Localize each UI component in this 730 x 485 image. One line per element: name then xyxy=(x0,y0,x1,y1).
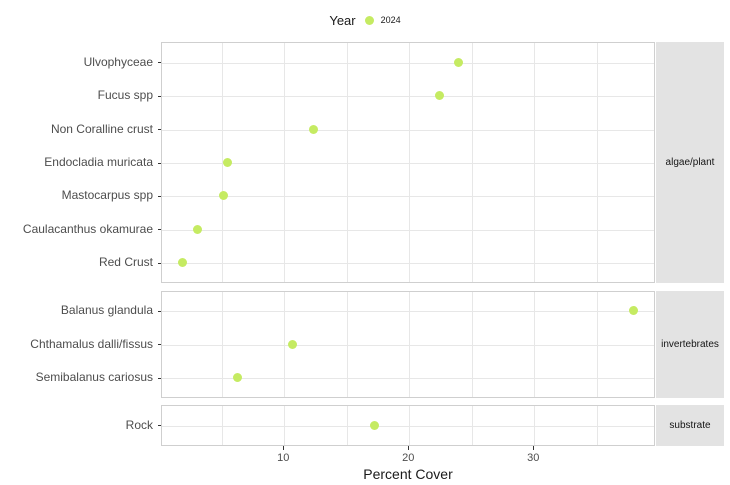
facet-panel xyxy=(161,42,655,283)
gridline-vertical xyxy=(221,405,223,445)
gridline-horizontal xyxy=(162,311,654,313)
y-axis-label: Endocladia muricata xyxy=(44,155,153,169)
gridline-vertical xyxy=(284,43,286,282)
legend-title: Year xyxy=(329,12,356,28)
gridline-horizontal xyxy=(162,96,654,98)
data-point xyxy=(177,258,187,268)
y-axis-label: Non Coralline crust xyxy=(50,121,153,136)
facet-panel xyxy=(161,290,655,398)
data-point xyxy=(308,124,318,134)
gridline-vertical xyxy=(534,43,536,282)
gridline-vertical xyxy=(346,405,348,445)
y-axis-tick xyxy=(157,95,161,97)
gridline-vertical xyxy=(596,43,598,282)
x-axis-tick xyxy=(283,446,285,450)
y-axis-tick xyxy=(157,344,161,346)
gridline-vertical xyxy=(346,43,348,282)
y-axis-label: Red Crust xyxy=(98,255,153,270)
gridline-vertical xyxy=(409,405,411,445)
data-point xyxy=(287,339,297,349)
data-point xyxy=(435,91,445,101)
facet-strip-label: invertebrates xyxy=(661,338,719,350)
legend-entry-label: 2024 xyxy=(380,15,401,25)
facet-panel xyxy=(161,404,655,446)
y-axis-label: Rock xyxy=(125,417,153,432)
x-axis-title: Percent Cover xyxy=(363,466,453,482)
y-axis-tick xyxy=(157,195,161,197)
gridline-horizontal xyxy=(162,378,654,380)
legend: Year 2024 xyxy=(0,8,730,32)
gridline-vertical xyxy=(534,291,536,397)
y-axis-label: Balanus glandula xyxy=(60,303,153,318)
gridline-vertical xyxy=(346,291,348,397)
gridline-horizontal xyxy=(162,196,654,198)
facet-strip: invertebrates xyxy=(656,290,724,398)
y-axis-tick xyxy=(157,162,161,164)
y-axis-tick xyxy=(157,310,161,312)
facet-strip-label: substrate xyxy=(669,419,711,431)
gridline-horizontal xyxy=(162,163,654,164)
y-axis-tick xyxy=(157,425,161,427)
x-tick-label: 10 xyxy=(277,451,290,464)
gridline-horizontal xyxy=(162,344,654,346)
gridline-vertical xyxy=(221,291,223,397)
gridline-vertical xyxy=(471,291,473,397)
data-point xyxy=(370,420,380,430)
gridline-vertical xyxy=(471,405,473,445)
facet-strip: substrate xyxy=(656,404,724,446)
y-axis-label: Chthamalus dalli/fissus xyxy=(30,336,153,351)
y-axis-tick xyxy=(157,262,161,264)
data-point xyxy=(222,158,232,167)
gridline-vertical xyxy=(284,405,286,445)
x-axis-tick xyxy=(533,446,535,450)
y-axis-label: Semibalanus cariosus xyxy=(35,370,153,385)
data-point xyxy=(232,373,242,383)
y-axis-label: Caulacanthus okamurae xyxy=(22,221,153,236)
data-point xyxy=(453,57,463,67)
y-axis-label: Mastocarpus spp xyxy=(61,188,153,203)
y-axis-tick xyxy=(157,377,161,379)
gridline-vertical xyxy=(221,43,223,282)
gridline-vertical xyxy=(596,291,598,397)
gridline-horizontal xyxy=(162,229,654,231)
gridline-horizontal xyxy=(162,263,654,265)
gridline-vertical xyxy=(534,405,536,445)
y-axis-tick xyxy=(157,229,161,231)
gridline-horizontal xyxy=(162,62,654,64)
data-point xyxy=(628,306,638,316)
gridline-vertical xyxy=(471,43,473,282)
data-point xyxy=(192,224,202,234)
data-point xyxy=(218,191,228,201)
x-tick-label: 30 xyxy=(527,451,540,464)
gridline-horizontal xyxy=(162,129,654,131)
gridline-vertical xyxy=(409,43,411,282)
facet-strip: algae/plant xyxy=(656,42,724,283)
facet-strip-label: algae/plant xyxy=(665,157,715,168)
gridline-vertical xyxy=(409,291,411,397)
gridline-vertical xyxy=(596,405,598,445)
y-axis-tick xyxy=(157,129,161,131)
y-axis-tick xyxy=(157,62,161,64)
y-axis-label: Ulvophyceae xyxy=(83,54,153,69)
gridline-horizontal xyxy=(162,425,654,427)
y-axis-label: Fucus spp xyxy=(97,88,153,103)
x-tick-label: 20 xyxy=(402,451,415,464)
legend-point-icon xyxy=(364,15,374,25)
gridline-vertical xyxy=(284,291,286,397)
x-axis-tick xyxy=(408,446,410,450)
